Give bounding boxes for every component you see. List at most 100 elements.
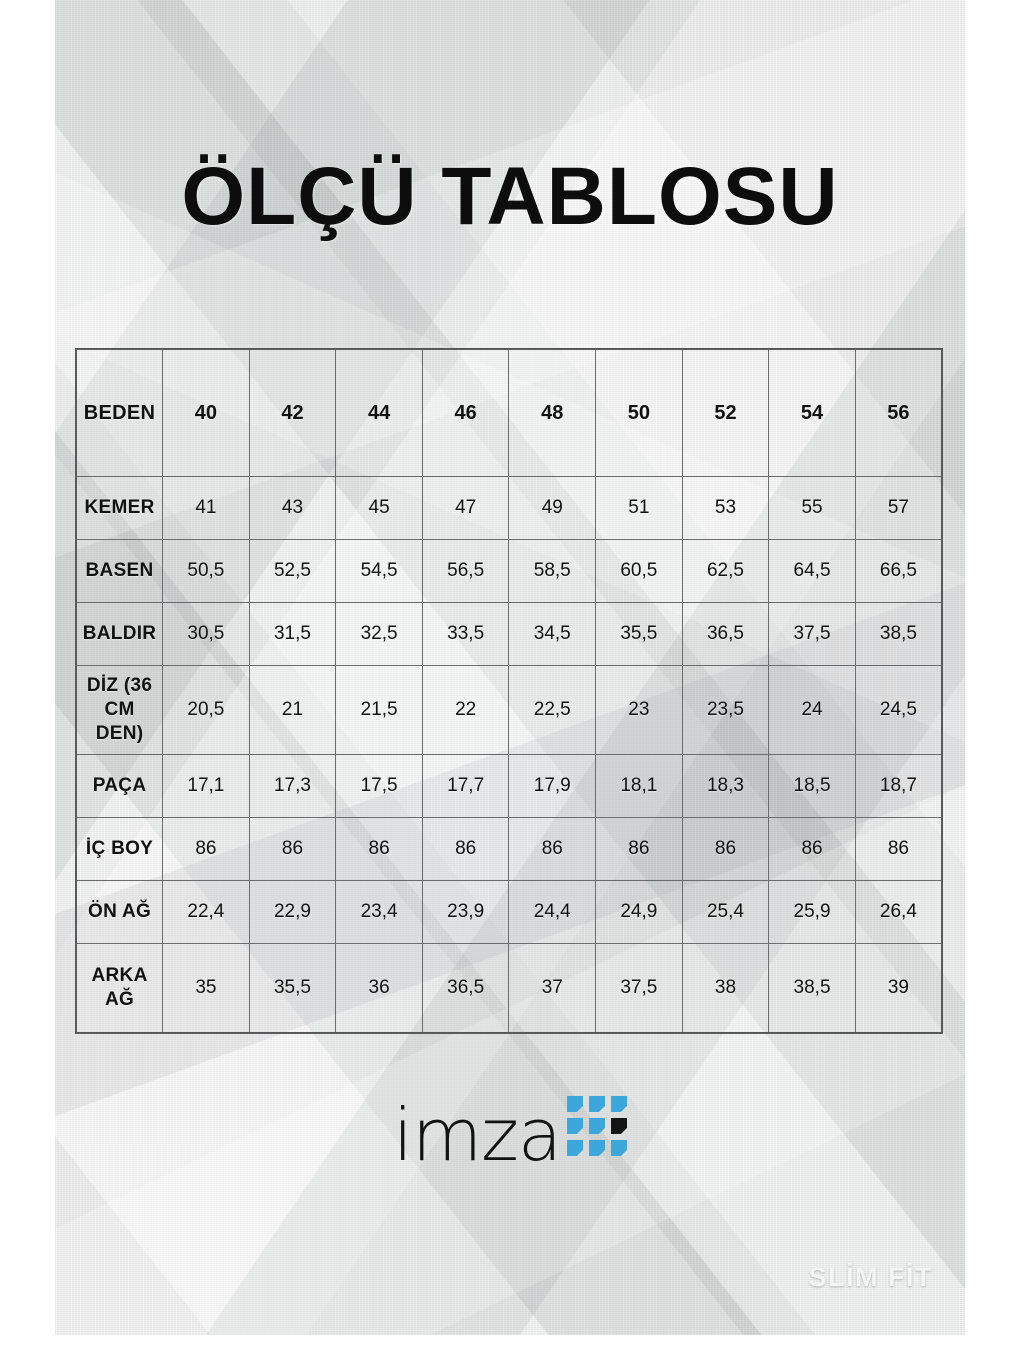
table-row: BASEN 50,5 52,5 54,5 56,5 58,5 60,5 62,5… xyxy=(75,539,943,603)
table-cell: 62,5 xyxy=(681,539,770,603)
table-cell: 86 xyxy=(335,817,423,881)
table-cell: 23,5 xyxy=(681,665,770,755)
table-cell: 30,5 xyxy=(162,602,250,666)
table-cell: 51 xyxy=(595,476,683,540)
table-row: BALDIR 30,5 31,5 32,5 33,5 34,5 35,5 36,… xyxy=(75,602,943,666)
poster-background: ÖLÇÜ TABLOSU BEDEN 40 42 44 46 48 50 52 … xyxy=(55,0,965,1335)
brand-logo: imza xyxy=(55,1092,965,1177)
row-label: DİZ (36 CM DEN) xyxy=(75,665,164,755)
table-cell: 31,5 xyxy=(248,602,337,666)
table-cell: 22,4 xyxy=(162,880,250,944)
header-cell-size-44: 44 xyxy=(335,348,423,477)
table-cell: 22,5 xyxy=(508,665,597,755)
header-cell-size-46: 46 xyxy=(421,348,510,477)
measurement-table-container: BEDEN 40 42 44 46 48 50 52 54 56 KEMER 4… xyxy=(75,348,943,1034)
table-cell: 21 xyxy=(248,665,337,755)
table-cell: 86 xyxy=(248,817,337,881)
table-cell: 18,3 xyxy=(681,754,770,818)
table-cell: 60,5 xyxy=(595,539,683,603)
table-row: KEMER 41 43 45 47 49 51 53 55 57 xyxy=(75,476,943,540)
table-cell: 45 xyxy=(335,476,423,540)
logo-dot xyxy=(567,1096,584,1112)
table-cell: 47 xyxy=(421,476,510,540)
row-label: KEMER xyxy=(75,476,164,540)
table-cell: 24,5 xyxy=(854,665,943,755)
table-cell: 23,9 xyxy=(421,880,510,944)
table-cell: 86 xyxy=(595,817,683,881)
logo-dot xyxy=(567,1118,584,1134)
table-cell: 23,4 xyxy=(335,880,423,944)
logo-dot xyxy=(567,1140,584,1156)
header-cell-size-56: 56 xyxy=(854,348,943,477)
table-cell: 32,5 xyxy=(335,602,423,666)
table-cell: 36 xyxy=(335,943,423,1034)
logo-dot xyxy=(611,1140,628,1156)
header-cell-size-42: 42 xyxy=(248,348,337,477)
table-cell: 35 xyxy=(162,943,250,1034)
header-cell-size-40: 40 xyxy=(162,348,250,477)
row-label: ÖN AĞ xyxy=(75,880,164,944)
table-cell: 25,4 xyxy=(681,880,770,944)
table-cell: 41 xyxy=(162,476,250,540)
table-cell: 26,4 xyxy=(854,880,943,944)
table-cell: 49 xyxy=(508,476,597,540)
logo-wordmark: imza xyxy=(392,1092,562,1177)
table-cell: 17,1 xyxy=(162,754,250,818)
row-label: BASEN xyxy=(75,539,164,603)
table-row: ÖN AĞ 22,4 22,9 23,4 23,9 24,4 24,9 25,4… xyxy=(75,880,943,944)
table-cell: 58,5 xyxy=(508,539,597,603)
header-cell-beden: BEDEN xyxy=(75,348,164,477)
table-cell: 18,1 xyxy=(595,754,683,818)
table-cell: 21,5 xyxy=(335,665,423,755)
table-cell: 50,5 xyxy=(162,539,250,603)
table-cell: 17,3 xyxy=(248,754,337,818)
table-row: PAÇA 17,1 17,3 17,5 17,7 17,9 18,1 18,3 … xyxy=(75,754,943,818)
table-cell: 55 xyxy=(768,476,856,540)
table-cell: 38,5 xyxy=(768,943,856,1034)
row-label: BALDIR xyxy=(75,602,164,666)
table-row: ARKA AĞ 35 35,5 36 36,5 37 37,5 38 38,5 … xyxy=(75,943,943,1034)
fit-tag: SLİM FİT xyxy=(808,1262,933,1292)
table-cell: 33,5 xyxy=(421,602,510,666)
table-cell: 43 xyxy=(248,476,337,540)
table-cell: 37,5 xyxy=(595,943,683,1034)
logo-dot xyxy=(589,1096,606,1112)
row-label: PAÇA xyxy=(75,754,164,818)
table-cell: 22 xyxy=(421,665,510,755)
table-row: DİZ (36 CM DEN) 20,5 21 21,5 22 22,5 23 … xyxy=(75,665,943,755)
logo-dot-grid-icon xyxy=(567,1096,628,1156)
table-cell: 35,5 xyxy=(595,602,683,666)
table-cell: 57 xyxy=(854,476,943,540)
header-cell-size-52: 52 xyxy=(681,348,770,477)
table-cell: 37 xyxy=(508,943,597,1034)
table-cell: 38,5 xyxy=(854,602,943,666)
logo-dot xyxy=(611,1096,628,1112)
logo-mark: imza xyxy=(392,1092,628,1177)
table-cell: 86 xyxy=(681,817,770,881)
table-cell: 22,9 xyxy=(248,880,337,944)
table-cell: 18,5 xyxy=(768,754,856,818)
table-cell: 17,9 xyxy=(508,754,597,818)
row-label: İÇ BOY xyxy=(75,817,164,881)
table-cell: 20,5 xyxy=(162,665,250,755)
table-cell: 56,5 xyxy=(421,539,510,603)
table-cell: 17,5 xyxy=(335,754,423,818)
table-cell: 86 xyxy=(768,817,856,881)
table-row: İÇ BOY 86 86 86 86 86 86 86 86 86 xyxy=(75,817,943,881)
table-cell: 24 xyxy=(768,665,856,755)
table-cell: 86 xyxy=(162,817,250,881)
header-cell-size-54: 54 xyxy=(768,348,856,477)
table-header-row: BEDEN 40 42 44 46 48 50 52 54 56 xyxy=(75,348,943,477)
table-cell: 18,7 xyxy=(854,754,943,818)
table-cell: 25,9 xyxy=(768,880,856,944)
header-cell-size-50: 50 xyxy=(595,348,683,477)
table-cell: 39 xyxy=(854,943,943,1034)
table-cell: 37,5 xyxy=(768,602,856,666)
table-cell: 35,5 xyxy=(248,943,337,1034)
table-cell: 24,4 xyxy=(508,880,597,944)
row-label: ARKA AĞ xyxy=(75,943,164,1034)
table-cell: 38 xyxy=(681,943,770,1034)
table-cell: 24,9 xyxy=(595,880,683,944)
header-cell-size-48: 48 xyxy=(508,348,597,477)
